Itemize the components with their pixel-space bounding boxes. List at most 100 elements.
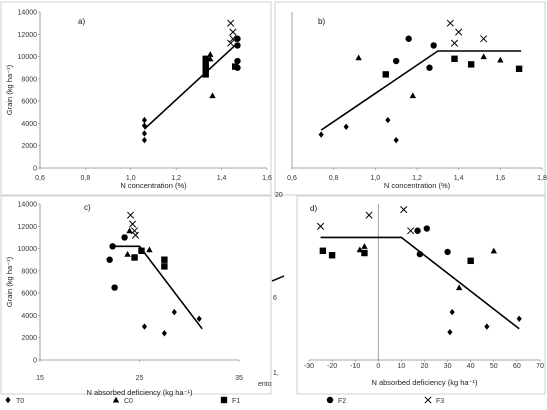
x-tick-label: -30: [304, 363, 314, 370]
legend-item-T0: T0: [5, 396, 24, 405]
panel-d-frame: [296, 195, 546, 395]
panel-label: a): [78, 17, 85, 26]
data-point: [171, 308, 177, 316]
series-C0: [355, 53, 504, 99]
legend-item-F2: F2: [326, 396, 346, 405]
x-tick-label: 1,2: [171, 175, 181, 182]
data-point: [207, 51, 214, 57]
series-F2: [106, 234, 128, 291]
data-point: [385, 116, 391, 124]
x-tick-label: 1,4: [217, 175, 227, 182]
data-point: [234, 64, 241, 71]
legend: T0 C0 F1 F2 F3: [5, 396, 444, 405]
y-tick-label: 8000: [21, 268, 37, 275]
x-stroke-2: [455, 28, 463, 36]
x-tick-label: 70: [536, 363, 544, 370]
series-F1: [319, 247, 474, 265]
data-point: [161, 263, 168, 270]
legend-marker: [112, 396, 120, 403]
x-tick-label: -20: [327, 363, 337, 370]
data-point: [131, 254, 138, 261]
stray-fragment-2: 1,: [273, 370, 279, 377]
data-point: [161, 330, 167, 337]
data-point: [480, 35, 488, 43]
data-point: [130, 227, 139, 235]
data-point: [515, 65, 523, 73]
legend-label: F1: [232, 398, 240, 405]
y-tick-label: 14000: [18, 202, 38, 209]
data-point: [516, 315, 522, 322]
data-point: [234, 42, 241, 49]
data-point: [141, 122, 147, 129]
data-point: [393, 136, 399, 144]
legend-label: F3: [436, 398, 444, 405]
data-point: [126, 227, 133, 234]
data-point: [426, 64, 433, 71]
stray-fragment-1: 20: [275, 192, 283, 199]
x-axis-label: N absorbed deficiency (kg ha⁻¹): [86, 388, 193, 397]
x-tick-label: 25: [136, 375, 144, 382]
x-stroke-2: [316, 222, 325, 230]
y-tick-label: 8000: [21, 76, 37, 83]
x-stroke-2: [400, 206, 408, 214]
data-point: [106, 256, 113, 263]
data-point: [423, 225, 431, 232]
x-stroke-2: [229, 35, 237, 43]
x-tick-label: 30: [444, 363, 452, 370]
data-point: [202, 65, 209, 73]
data-point: [355, 54, 362, 61]
legend-item-F3: F3: [424, 396, 444, 405]
x-tick-label: 1,6: [495, 175, 505, 182]
x-stroke-2: [131, 231, 140, 239]
y-tick-label: 10000: [18, 54, 38, 61]
data-point: [490, 247, 497, 254]
data-point: [316, 222, 325, 230]
data-point: [121, 234, 128, 241]
series-T0: [447, 308, 522, 336]
panel-label: b): [318, 17, 325, 26]
series-F2: [392, 35, 437, 71]
x-axis-label: N concentration (%): [384, 181, 451, 190]
data-point: [409, 92, 417, 99]
y-tick-label: 12000: [18, 32, 38, 39]
data-point: [209, 92, 216, 99]
data-point: [416, 250, 424, 258]
y-tick-label: 10000: [18, 246, 38, 253]
legend-item-C0: C0: [112, 396, 133, 405]
x-tick-label: 20: [421, 363, 429, 370]
data-point: [455, 284, 463, 291]
series-F2: [414, 225, 451, 258]
data-point: [450, 39, 459, 47]
x-axis-label: N concentration (%): [120, 181, 187, 190]
y-tick-label: 2000: [21, 335, 37, 342]
data-point: [446, 19, 454, 27]
x-stroke-2: [424, 396, 432, 404]
data-point: [141, 130, 147, 137]
fit-line: [143, 42, 239, 130]
series-T0: [141, 308, 202, 337]
data-point: [111, 284, 118, 291]
x-tick-label: 1,0: [126, 175, 136, 182]
data-point: [146, 246, 153, 253]
data-point: [407, 227, 415, 235]
y-tick-label: 2000: [21, 143, 37, 150]
x-stroke-2: [128, 220, 137, 228]
x-tick-label: 0: [376, 363, 380, 370]
data-point: [202, 71, 209, 78]
data-point: [202, 55, 209, 62]
series-F1: [131, 247, 168, 270]
panel-label: d): [310, 204, 317, 213]
y-tick-label: 12000: [18, 224, 38, 231]
legend-label: T0: [16, 398, 24, 405]
data-point: [392, 57, 400, 65]
data-point: [141, 136, 147, 144]
data-point: [382, 71, 389, 78]
legend-item-F1: F1: [220, 396, 240, 405]
data-point: [138, 247, 145, 254]
data-point: [328, 252, 336, 259]
stray-fragment-4: 6: [273, 295, 277, 302]
data-point: [109, 243, 116, 250]
data-point: [124, 250, 131, 257]
panel-b: 0,6 0,8 1,0 1,2 1,4 1,6 1,8 N concentration (%)…: [287, 12, 547, 190]
data-point: [343, 123, 349, 130]
